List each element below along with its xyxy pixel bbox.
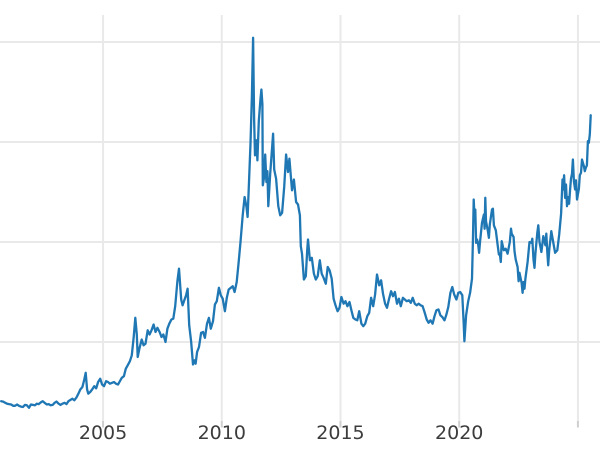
x-axis-tick-labels: 2005 2010 2015 2020 bbox=[79, 422, 484, 444]
horizontal-gridlines bbox=[0, 41, 600, 343]
x-tick-label: 2020 bbox=[435, 422, 483, 444]
price-series-line bbox=[0, 36, 592, 409]
x-tick-label: 2005 bbox=[79, 422, 127, 444]
vertical-gridlines bbox=[102, 15, 579, 421]
x-tick-label: 2015 bbox=[316, 422, 364, 444]
x-tick-label: 2010 bbox=[198, 422, 246, 444]
x-axis-ticks bbox=[102, 421, 579, 428]
